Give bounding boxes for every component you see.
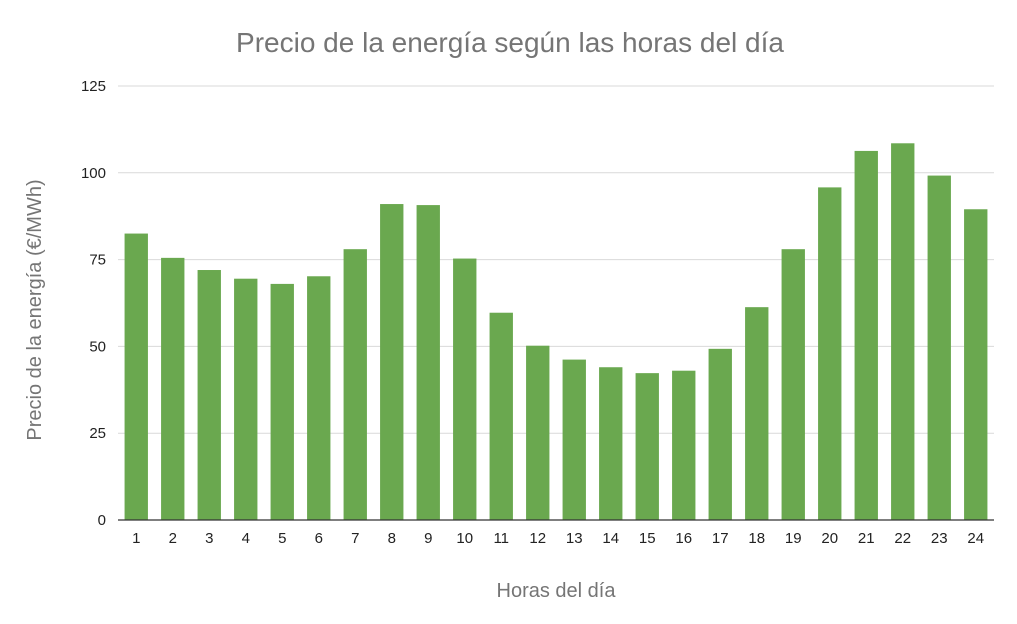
bar [416, 205, 440, 520]
x-axis-title: Horas del día [497, 580, 617, 602]
bar [453, 258, 477, 520]
y-axis-title: Precio de la energía (€/MWh) [24, 179, 46, 440]
x-tick-label: 16 [675, 530, 692, 547]
bar [708, 348, 732, 520]
x-tick-label: 21 [858, 530, 875, 547]
x-tick-label: 19 [785, 530, 802, 547]
y-tick-label: 0 [98, 512, 106, 529]
y-tick-label: 125 [81, 78, 106, 95]
bar [197, 270, 221, 520]
bar [270, 283, 294, 520]
y-tick-label: 50 [89, 338, 106, 355]
bar [234, 278, 258, 520]
bar [745, 307, 769, 520]
x-tick-label: 24 [967, 530, 984, 547]
bar [818, 187, 842, 521]
bar [307, 276, 331, 520]
x-tick-label: 1 [132, 530, 140, 547]
bar [927, 175, 951, 520]
x-tick-label: 2 [169, 530, 177, 547]
x-tick-label: 23 [931, 530, 948, 547]
x-tick-label: 8 [388, 530, 396, 547]
x-tick-label: 18 [748, 530, 765, 547]
x-tick-label: 20 [821, 530, 838, 547]
x-tick-label: 5 [278, 530, 286, 547]
gridlines [118, 85, 994, 434]
x-tick-label: 14 [602, 530, 619, 547]
x-tick-label: 17 [712, 530, 729, 547]
bar [124, 233, 148, 520]
y-axis-ticks: 0 25 50 75 100 125 [81, 78, 106, 529]
x-tick-label: 6 [315, 530, 323, 547]
x-tick-label: 9 [424, 530, 432, 547]
bar [599, 367, 623, 520]
bar [343, 249, 367, 520]
x-tick-label: 7 [351, 530, 359, 547]
x-tick-label: 22 [894, 530, 911, 547]
x-tick-label: 15 [639, 530, 656, 547]
x-tick-label: 3 [205, 530, 213, 547]
y-tick-label: 75 [89, 252, 106, 269]
x-axis-ticks: 1 2 3 4 5 6 7 8 9 10 11 12 13 14 15 16 17 18 19 20 21 22 23 24 [132, 530, 984, 547]
bar [380, 204, 404, 520]
bar [672, 370, 696, 520]
y-tick-label: 100 [81, 165, 106, 182]
x-tick-label: 10 [456, 530, 473, 547]
bar [781, 249, 805, 520]
x-tick-label: 4 [242, 530, 250, 547]
bars [124, 143, 988, 521]
bar [489, 312, 513, 520]
bar [635, 373, 659, 520]
bar [891, 143, 915, 520]
x-tick-label: 12 [529, 530, 546, 547]
bar [854, 150, 878, 521]
bar [526, 345, 550, 520]
x-tick-label: 11 [493, 530, 509, 547]
y-tick-label: 25 [89, 425, 106, 442]
bar [161, 257, 185, 520]
x-tick-label: 13 [566, 530, 583, 547]
bar [562, 359, 586, 520]
bar [964, 209, 988, 521]
chart-title: Precio de la energía según las horas del… [236, 27, 784, 58]
